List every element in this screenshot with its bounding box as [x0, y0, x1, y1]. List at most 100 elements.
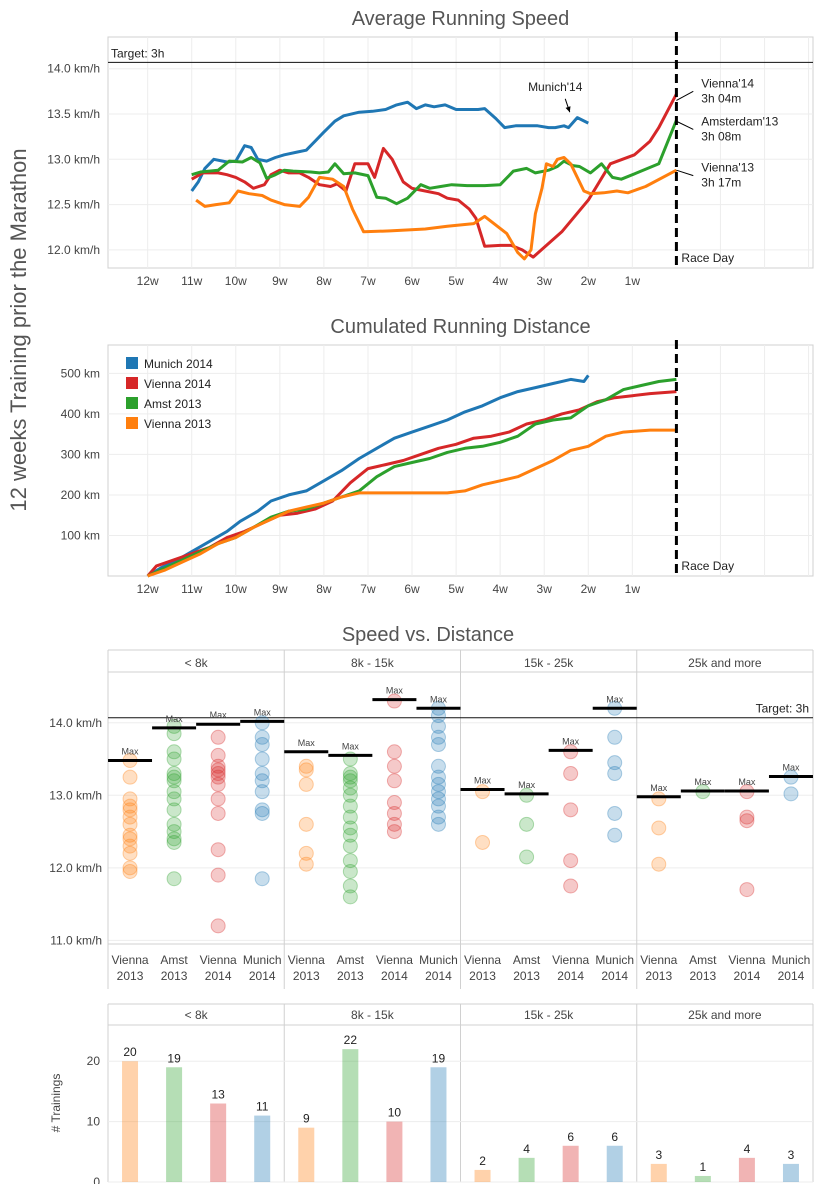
- max-label: Max: [254, 707, 272, 717]
- data-point: [166, 816, 182, 832]
- max-label: Max: [518, 780, 536, 790]
- data-point: [210, 918, 226, 934]
- bar: [122, 1061, 139, 1182]
- x-tick-label: 9w: [272, 274, 288, 288]
- data-point: [298, 856, 314, 872]
- x-tick-label: 4w: [492, 274, 508, 288]
- data-point: [298, 762, 314, 778]
- group-label: Amst: [689, 953, 717, 967]
- data-point: [166, 791, 182, 807]
- data-point: [166, 784, 182, 800]
- max-label: Max: [474, 776, 492, 786]
- data-point: [342, 838, 358, 854]
- data-point: [386, 758, 402, 774]
- bar-value-label: 2: [479, 1154, 486, 1168]
- group-label: 2013: [337, 969, 364, 983]
- bar: [430, 1067, 447, 1182]
- data-point: [254, 805, 270, 821]
- facet-header: 25k and more: [688, 656, 762, 670]
- group-label: 2013: [469, 969, 496, 983]
- data-point: [386, 824, 402, 840]
- data-point: [122, 816, 138, 832]
- y-tick-label: 13.0 km/h: [49, 788, 102, 802]
- data-point: [210, 842, 226, 858]
- annotation-label: Vienna'13: [701, 161, 754, 175]
- bar: [650, 1163, 667, 1182]
- data-point: [342, 773, 358, 789]
- data-point: [607, 827, 623, 843]
- data-point: [166, 766, 182, 782]
- group-label: Vienna: [200, 953, 237, 967]
- annotation-leader: [676, 90, 694, 101]
- facet-header: 25k and more: [688, 1008, 762, 1022]
- chart-title: Speed vs. Distance: [342, 624, 514, 646]
- group-label: Munich: [243, 953, 282, 967]
- group-label: Munich: [419, 953, 458, 967]
- bar-value-label: 10: [388, 1106, 402, 1120]
- group-label: Amst: [160, 953, 188, 967]
- group-label: 2013: [689, 969, 716, 983]
- x-tick-label: 6w: [404, 582, 420, 596]
- data-point: [563, 878, 579, 894]
- data-point: [342, 827, 358, 843]
- data-point: [607, 729, 623, 745]
- group-label: 2014: [249, 969, 276, 983]
- y-axis-label: # Trainings: [49, 1074, 63, 1133]
- data-point: [430, 809, 446, 825]
- annotation-label: 3h 08m: [701, 129, 741, 143]
- group-label: 2014: [381, 969, 408, 983]
- x-tick-label: 3w: [537, 274, 553, 288]
- group-label: 2013: [645, 969, 672, 983]
- data-point: [166, 769, 182, 785]
- data-point: [210, 769, 226, 785]
- data-point: [430, 791, 446, 807]
- y-tick-label: 20: [87, 1054, 101, 1068]
- chart-title: Average Running Speed: [352, 8, 570, 30]
- annotation-label: Amsterdam'13: [701, 114, 778, 128]
- bar-value-label: 3: [788, 1148, 795, 1162]
- series-line: [191, 119, 678, 206]
- x-tick-label: 10w: [225, 582, 247, 596]
- bar: [606, 1145, 623, 1182]
- bar-value-label: 6: [567, 1130, 574, 1144]
- x-tick-label: 3w: [537, 582, 553, 596]
- group-label: 2013: [117, 969, 144, 983]
- data-point: [430, 718, 446, 734]
- data-point: [563, 802, 579, 818]
- data-point: [342, 766, 358, 782]
- data-point: [739, 809, 755, 825]
- bar: [210, 1103, 227, 1182]
- legend-swatch: [126, 377, 138, 389]
- x-tick-label: 12w: [137, 582, 159, 596]
- x-tick-label: 5w: [448, 274, 464, 288]
- data-point: [122, 831, 138, 847]
- group-label: 2013: [513, 969, 540, 983]
- series-line: [147, 428, 677, 578]
- annotation-leader: [676, 120, 694, 130]
- x-tick-label: 2w: [581, 582, 597, 596]
- group-label: Munich: [772, 953, 811, 967]
- y-tick-label: 13.5 km/h: [47, 107, 100, 121]
- annotation-arrowhead: [565, 106, 571, 113]
- speed-vs-distance-chart: Speed vs. Distance 11.0 km/h 12.0 km/h 13.0…: [49, 624, 814, 989]
- group-label: 2014: [778, 969, 805, 983]
- series-line: [190, 93, 678, 259]
- group-label: 2013: [293, 969, 320, 983]
- y-tick-label: 14.0 km/h: [49, 716, 102, 730]
- x-tick-label: 6w: [404, 274, 420, 288]
- group-label: Munich: [595, 953, 634, 967]
- x-tick-label: 12w: [137, 274, 159, 288]
- facet-header: < 8k: [185, 656, 209, 670]
- legend-label: Vienna 2013: [144, 417, 212, 431]
- bar: [342, 1049, 359, 1182]
- data-point: [651, 791, 667, 807]
- legend-swatch: [126, 357, 138, 369]
- group-label: Vienna: [111, 953, 148, 967]
- data-point: [210, 758, 226, 774]
- bar: [386, 1121, 403, 1182]
- data-point: [607, 805, 623, 821]
- data-point: [430, 769, 446, 785]
- data-point: [254, 802, 270, 818]
- x-tick-label: 5w: [448, 582, 464, 596]
- data-point: [386, 805, 402, 821]
